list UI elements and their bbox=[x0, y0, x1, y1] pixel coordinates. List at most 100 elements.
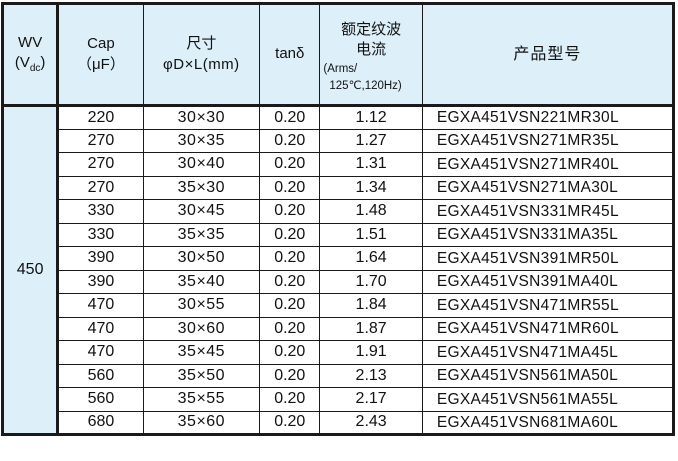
ripple-cell: 1.87 bbox=[319, 316, 423, 341]
tand-cell: 0.20 bbox=[259, 363, 321, 388]
table-row: 470 35×45 0.20 1.91 EGXA451VSN471MA45L bbox=[3, 340, 675, 365]
part-number-cell: EGXA451VSN391MR50L bbox=[421, 246, 675, 271]
ripple-cell: 1.31 bbox=[319, 152, 423, 177]
capacitor-spec-table: WV (Vdc) Cap （μF） 尺寸 φD×L(mm) bbox=[1, 2, 675, 436]
table-body: 450 220 30×30 0.20 1.12 EGXA451VSN221MR30L 270… bbox=[1, 105, 675, 435]
size-value-cell: 35×55 bbox=[142, 387, 261, 412]
ripple-cell: 1.84 bbox=[319, 293, 423, 318]
cap-cell: 390 bbox=[57, 246, 144, 271]
tand-cell: 0.20 bbox=[259, 246, 321, 271]
ripple-cell: 1.12 bbox=[319, 105, 423, 130]
table-row: 680 35×60 0.20 2.43 EGXA451VSN681MA60L bbox=[3, 410, 675, 435]
table-row: 470 30×55 0.20 1.84 EGXA451VSN471MR55L bbox=[3, 293, 675, 318]
ripple-cell: 2.17 bbox=[319, 387, 423, 412]
cap-cell: 680 bbox=[57, 410, 144, 435]
part-number-cell: EGXA451VSN471MR60L bbox=[421, 316, 675, 341]
size-title: 尺寸 bbox=[186, 35, 217, 53]
header-row: WV (Vdc) Cap （μF） 尺寸 φD×L(mm) bbox=[1, 3, 675, 107]
tand-cell: 0.20 bbox=[259, 152, 321, 177]
size-value-cell: 35×40 bbox=[142, 269, 261, 294]
size-value-cell: 30×40 bbox=[142, 152, 261, 177]
table-row: 390 35×40 0.20 1.70 EGXA451VSN391MA40L bbox=[3, 269, 675, 294]
table-row: 270 30×35 0.20 1.27 EGXA451VSN271MR35L bbox=[3, 128, 675, 153]
table-row: 450 220 30×30 0.20 1.12 EGXA451VSN221MR30L bbox=[1, 105, 675, 435]
tand-title: tanδ bbox=[275, 45, 305, 63]
ripple-condition-line2: 125℃,120Hz) bbox=[329, 79, 402, 92]
size-value-cell: 35×50 bbox=[142, 363, 261, 388]
tand-cell: 0.20 bbox=[259, 175, 321, 200]
cap-cell: 470 bbox=[57, 293, 144, 318]
part-number-cell: EGXA451VSN471MR55L bbox=[421, 293, 675, 318]
table-row: 270 30×40 0.20 1.31 EGXA451VSN271MR40L bbox=[3, 152, 675, 177]
table-row: 270 35×30 0.20 1.34 EGXA451VSN271MA30L bbox=[3, 175, 675, 200]
ripple-cell: 1.91 bbox=[319, 340, 423, 365]
size-unit: φD×L(mm) bbox=[163, 55, 240, 73]
col-header-ripple: 额定纹波 电流 (Arms/ 125℃,120Hz) bbox=[319, 3, 423, 107]
wv-value-cell: 450 bbox=[1, 105, 60, 435]
cap-cell: 330 bbox=[57, 222, 144, 247]
part-number-cell: EGXA451VSN271MA30L bbox=[421, 175, 675, 200]
ripple-cell: 1.48 bbox=[319, 199, 423, 224]
cap-cell: 560 bbox=[57, 387, 144, 412]
ripple-cell: 1.64 bbox=[319, 246, 423, 271]
size-value-cell: 30×35 bbox=[142, 128, 261, 153]
cap-cell: 270 bbox=[57, 175, 144, 200]
ripple-cell: 2.43 bbox=[319, 410, 423, 435]
cap-cell: 270 bbox=[57, 128, 144, 153]
ripple-cell: 1.51 bbox=[319, 222, 423, 247]
table-row: 560 35×50 0.20 2.13 EGXA451VSN561MA50L bbox=[3, 363, 675, 388]
size-value-cell: 35×30 bbox=[142, 175, 261, 200]
size-value-cell: 30×55 bbox=[142, 293, 261, 318]
size-value-cell: 30×30 bbox=[142, 105, 261, 130]
cap-title: Cap bbox=[87, 35, 115, 53]
tand-cell: 0.20 bbox=[259, 269, 321, 294]
part-number-cell: EGXA451VSN391MA40L bbox=[421, 269, 675, 294]
tand-cell: 0.20 bbox=[259, 128, 321, 153]
ripple-cell: 1.70 bbox=[319, 269, 423, 294]
ripple-cell: 1.27 bbox=[319, 128, 423, 153]
table-row: 330 30×45 0.20 1.48 EGXA451VSN331MR45L bbox=[3, 199, 675, 224]
part-number-cell: EGXA451VSN561MA50L bbox=[421, 363, 675, 388]
tand-cell: 0.20 bbox=[259, 293, 321, 318]
part-number-cell: EGXA451VSN271MR35L bbox=[421, 128, 675, 153]
ripple-condition-line1: (Arms/ bbox=[323, 62, 358, 75]
part-number-cell: EGXA451VSN271MR40L bbox=[421, 152, 675, 177]
part-title: 产品型号 bbox=[513, 45, 582, 63]
col-header-size: 尺寸 φD×L(mm) bbox=[142, 3, 261, 107]
tand-cell: 0.20 bbox=[259, 222, 321, 247]
tand-cell: 0.20 bbox=[259, 410, 321, 435]
size-value-cell: 30×45 bbox=[142, 199, 261, 224]
cap-cell: 330 bbox=[57, 199, 144, 224]
cap-unit: （μF） bbox=[77, 55, 125, 73]
table-row: 330 35×35 0.20 1.51 EGXA451VSN331MA35L bbox=[3, 222, 675, 247]
size-value-cell: 30×50 bbox=[142, 246, 261, 271]
wv-unit: (Vdc) bbox=[14, 54, 46, 75]
size-value-cell: 35×60 bbox=[142, 410, 261, 435]
ripple-title-line1: 额定纹波 bbox=[341, 21, 402, 38]
tand-cell: 0.20 bbox=[259, 105, 321, 130]
tand-cell: 0.20 bbox=[259, 316, 321, 341]
cap-cell: 220 bbox=[57, 105, 144, 130]
part-number-cell: EGXA451VSN471MA45L bbox=[421, 340, 675, 365]
wv-title: WV bbox=[18, 34, 43, 52]
tand-cell: 0.20 bbox=[259, 340, 321, 365]
cap-cell: 390 bbox=[57, 269, 144, 294]
part-number-cell: EGXA451VSN221MR30L bbox=[421, 105, 675, 130]
size-value-cell: 35×35 bbox=[142, 222, 261, 247]
col-header-cap: Cap （μF） bbox=[57, 3, 144, 107]
cap-cell: 470 bbox=[57, 316, 144, 341]
part-number-cell: EGXA451VSN561MA55L bbox=[421, 387, 675, 412]
part-number-cell: EGXA451VSN331MR45L bbox=[421, 199, 675, 224]
table-row: 560 35×55 0.20 2.17 EGXA451VSN561MA55L bbox=[3, 387, 675, 412]
size-value-cell: 35×45 bbox=[142, 340, 261, 365]
size-value-cell: 30×60 bbox=[142, 316, 261, 341]
col-header-wv: WV (Vdc) bbox=[1, 3, 60, 107]
col-header-tand: tanδ bbox=[259, 3, 321, 107]
ripple-cell: 2.13 bbox=[319, 363, 423, 388]
part-number-cell: EGXA451VSN681MA60L bbox=[421, 410, 675, 435]
cap-cell: 470 bbox=[57, 340, 144, 365]
col-header-part: 产品型号 bbox=[421, 3, 675, 107]
cap-cell: 270 bbox=[57, 152, 144, 177]
tand-cell: 0.20 bbox=[259, 199, 321, 224]
